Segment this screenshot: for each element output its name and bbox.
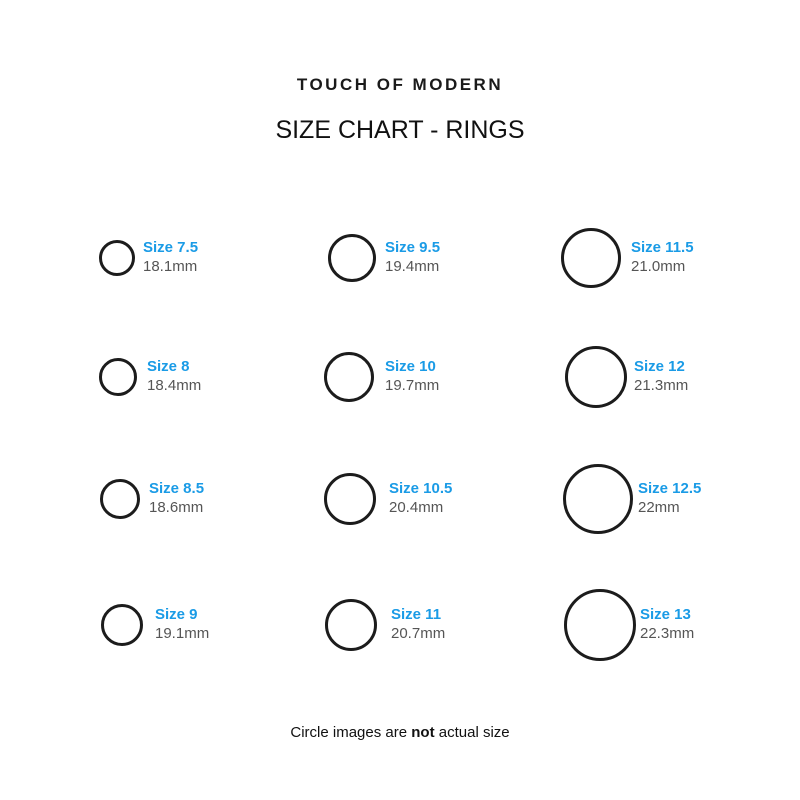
ring-circle <box>99 240 135 276</box>
ring-label: Size 10 19.7mm <box>385 357 439 395</box>
disclaimer-note: Circle images are not actual size <box>0 724 800 741</box>
ring-circle <box>563 464 633 534</box>
ring-diameter: 18.1mm <box>143 258 198 275</box>
ring-circle <box>100 479 140 519</box>
ring-label: Size 12.5 22mm <box>638 479 701 517</box>
ring-circle <box>325 599 377 651</box>
ring-circle <box>99 358 137 396</box>
ring-circle <box>561 228 621 288</box>
ring-diameter: 21.0mm <box>631 258 686 275</box>
ring-label: Size 9.5 19.4mm <box>385 238 440 276</box>
note-text: Circle images are <box>290 724 412 741</box>
page-title: SIZE CHART - RINGS <box>275 116 525 144</box>
ring-circle <box>564 589 636 661</box>
ring-circle <box>565 346 627 408</box>
ring-size: Size 11 <box>391 606 442 623</box>
ring-diameter: 20.4mm <box>389 499 444 516</box>
ring-diameter: 22mm <box>638 499 680 516</box>
ring-diameter: 21.3mm <box>634 377 689 394</box>
ring-diameter: 19.7mm <box>385 377 440 394</box>
ring-label: Size 8.5 18.6mm <box>149 479 204 517</box>
ring-diameter: 20.7mm <box>391 625 446 642</box>
ring-diameter: 19.1mm <box>155 625 210 642</box>
ring-size: Size 10.5 <box>389 480 453 497</box>
ring-size: Size 8.5 <box>149 480 205 497</box>
ring-size: Size 9 <box>155 606 198 623</box>
ring-size: Size 11.5 <box>631 239 694 256</box>
ring-size: Size 7.5 <box>143 239 199 256</box>
ring-label: Size 13 22.3mm <box>640 605 694 643</box>
ring-diameter: 18.4mm <box>147 377 202 394</box>
ring-diameter: 22.3mm <box>640 625 695 642</box>
ring-label: Size 12 21.3mm <box>634 357 688 395</box>
ring-circle <box>324 352 374 402</box>
ring-label: Size 11.5 21.0mm <box>631 238 694 276</box>
ring-size: Size 8 <box>147 358 190 375</box>
ring-label: Size 8 18.4mm <box>147 357 201 395</box>
ring-size: Size 10 <box>385 358 436 375</box>
ring-label: Size 9 19.1mm <box>155 605 209 643</box>
ring-label: Size 10.5 20.4mm <box>389 479 452 517</box>
note-text-end: actual size <box>434 724 510 741</box>
ring-circle <box>328 234 376 282</box>
ring-size: Size 13 <box>640 606 691 623</box>
ring-size: Size 9.5 <box>385 239 441 256</box>
ring-label: Size 11 20.7mm <box>391 605 445 643</box>
ring-size: Size 12.5 <box>638 480 702 497</box>
ring-label: Size 7.5 18.1mm <box>143 238 198 276</box>
ring-circle <box>324 473 376 525</box>
ring-size: Size 12 <box>634 358 685 375</box>
ring-circle <box>101 604 143 646</box>
ring-diameter: 18.6mm <box>149 499 204 516</box>
brand-logo: TOUCH OF MODERN <box>296 75 504 94</box>
ring-diameter: 19.4mm <box>385 258 440 275</box>
note-emphasis: not <box>411 724 435 741</box>
